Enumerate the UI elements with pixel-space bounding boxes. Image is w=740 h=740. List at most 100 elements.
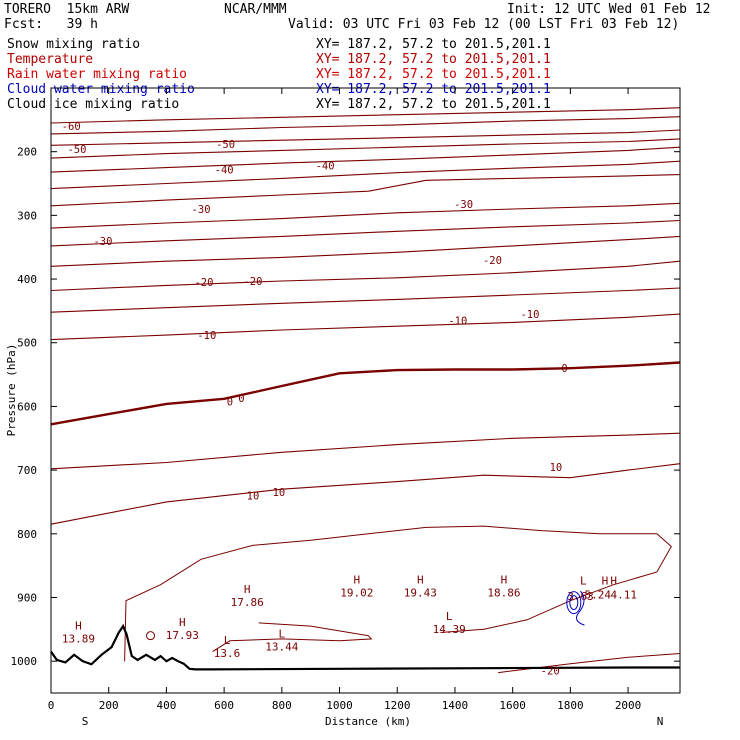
extremum-value-4: 19.43 xyxy=(404,586,437,599)
contour-label-2: -50 xyxy=(216,139,235,151)
field-xy-cloud-water: XY= 187.2, 57.2 to 201.5,201.1 xyxy=(316,82,551,97)
extremum-value-8: 14.39 xyxy=(433,623,466,636)
extremum-value-7: 13.44 xyxy=(265,641,298,654)
x-tick-label-8: 1600 xyxy=(499,699,526,712)
contour-minus60-1 xyxy=(50,107,681,124)
contour-minus50-3 xyxy=(50,138,681,159)
high-marker-2: H xyxy=(244,583,251,596)
terrain-line xyxy=(50,623,680,671)
high-marker-3: H xyxy=(354,573,361,586)
y-axis-label: Pressure (hPa) xyxy=(5,344,18,437)
contour-label-0: -60 xyxy=(62,121,81,133)
contour-label-9: -20 xyxy=(194,277,213,289)
high-low-markers: H13.89H17.93H17.86H19.02H19.43H18.86L13.… xyxy=(62,573,637,660)
field-xy-temperature: XY= 187.2, 57.2 to 201.5,201.1 xyxy=(316,52,551,67)
axis-ticks: 0 200 400 600 800 1000 1200 1400 1600 1800 2000200… xyxy=(11,88,680,712)
field-name-snow: Snow mixing ratio xyxy=(7,37,141,52)
contour-label-19: 10 xyxy=(273,487,286,499)
x-tick-label-0: 0 xyxy=(48,699,55,712)
contour-minus30-7 xyxy=(50,202,681,229)
field-name-cloud-water: Cloud water mixing ratio xyxy=(7,82,195,97)
extremum-value-3: 19.02 xyxy=(340,586,373,599)
contour-label-4: -40 xyxy=(316,161,335,173)
y-tick-label-6: 800 xyxy=(17,528,37,541)
contour-label-11: -10 xyxy=(448,315,467,327)
extremum-value-14: 4.11 xyxy=(610,589,637,602)
field-name-rain: Rain water mixing ratio xyxy=(7,67,188,82)
y-tick-label-0: 200 xyxy=(17,146,37,159)
extremum-value-5: 18.86 xyxy=(487,586,520,599)
x-tick-label-10: 2000 xyxy=(615,699,642,712)
contour-label-16: 0 xyxy=(561,363,567,375)
x-tick-label-7: 1400 xyxy=(442,699,469,712)
contour-minus40-6 xyxy=(50,174,681,207)
contour-minus50-2 xyxy=(50,129,681,146)
y-tick-label-1: 300 xyxy=(17,209,37,222)
field-name-cloud-ice: Cloud ice mixing ratio xyxy=(7,97,180,112)
contour-label-17: 10 xyxy=(550,462,563,474)
y-tick-label-4: 600 xyxy=(17,400,37,413)
contour-minus20-10 xyxy=(50,260,681,292)
contour-minus50-4 xyxy=(50,146,681,173)
contour-label-12: -10 xyxy=(520,309,539,321)
cloud-water-feature xyxy=(566,590,585,626)
contour-label-10: -20 xyxy=(243,276,262,288)
field-xy-snow: XY= 187.2, 57.2 to 201.5,201.1 xyxy=(316,37,551,52)
field-xy-rain: XY= 187.2, 57.2 to 201.5,201.1 xyxy=(316,67,551,82)
model-title: TORERO 15km ARW xyxy=(4,2,130,17)
x-tick-label-5: 1000 xyxy=(326,699,353,712)
contour-10-14 xyxy=(50,432,681,470)
high-marker-1: H xyxy=(179,616,186,629)
contour-minus10-12 xyxy=(50,313,681,341)
moisture-contour-lobe xyxy=(212,622,373,653)
contour-minus20-9 xyxy=(50,235,681,267)
y-tick-label-5: 700 xyxy=(17,464,37,477)
cloud-water-contour-inner xyxy=(569,595,579,611)
contour-near-surface xyxy=(498,653,681,674)
forecast-hour: Fcst: 39 h xyxy=(4,17,98,32)
contour-minus30-8 xyxy=(50,219,681,247)
extremum-value-12: 3.63 xyxy=(567,590,594,603)
x-tick-label-3: 600 xyxy=(214,699,234,712)
small-closed-contour xyxy=(146,631,156,641)
north-end-label: N xyxy=(657,715,664,728)
terrain-profile xyxy=(50,623,680,671)
x-axis-label: Distance (km) xyxy=(325,715,411,728)
contour-label-18: 10 xyxy=(247,491,260,503)
high-marker-4: H xyxy=(417,573,424,586)
high-marker-10: H xyxy=(602,575,609,588)
high-marker-0: H xyxy=(75,619,82,632)
contour-labels: -60 -50 -50 -40 -40 -30 -30 -30 -20 -20 -20 -10 -10 -… xyxy=(62,121,568,678)
x-tick-label-1: 200 xyxy=(99,699,119,712)
south-end-label: S xyxy=(82,715,89,728)
contour-label-3: -40 xyxy=(215,165,234,177)
contour-label-7: -30 xyxy=(93,236,112,248)
y-tick-label-8: 1000 xyxy=(11,655,38,668)
contour-label-20: -20 xyxy=(541,666,560,678)
low-marker-7: L xyxy=(279,628,286,641)
high-marker-11: H xyxy=(610,575,617,588)
y-tick-label-2: 400 xyxy=(17,273,37,286)
field-name-temperature: Temperature xyxy=(7,52,94,67)
contour-0-13 xyxy=(50,361,681,426)
init-time: Init: 12 UTC Wed 01 Feb 12 xyxy=(507,2,711,17)
contour-minus60-0 xyxy=(50,116,681,135)
contour-minus40-5 xyxy=(50,160,681,190)
extremum-value-6: 13.6 xyxy=(214,647,241,660)
contour-label-15: 0 xyxy=(238,393,244,405)
field-xy-cloud-ice: XY= 187.2, 57.2 to 201.5,201.1 xyxy=(316,97,551,112)
contour-label-8: -20 xyxy=(483,255,502,267)
contour-10-15 xyxy=(50,463,681,525)
high-marker-5: H xyxy=(501,573,508,586)
org-label: NCAR/MMM xyxy=(224,2,287,17)
plot-frame xyxy=(50,87,681,694)
x-tick-label-4: 800 xyxy=(272,699,292,712)
cloud-water-contour-arc xyxy=(575,590,585,626)
extremum-value-13: 5.24 xyxy=(585,589,612,602)
temperature-contours xyxy=(50,107,681,674)
x-tick-label-9: 1800 xyxy=(557,699,584,712)
contour-label-1: -50 xyxy=(67,144,86,156)
low-marker-6: L xyxy=(224,634,231,647)
extremum-value-0: 13.89 xyxy=(62,632,95,645)
